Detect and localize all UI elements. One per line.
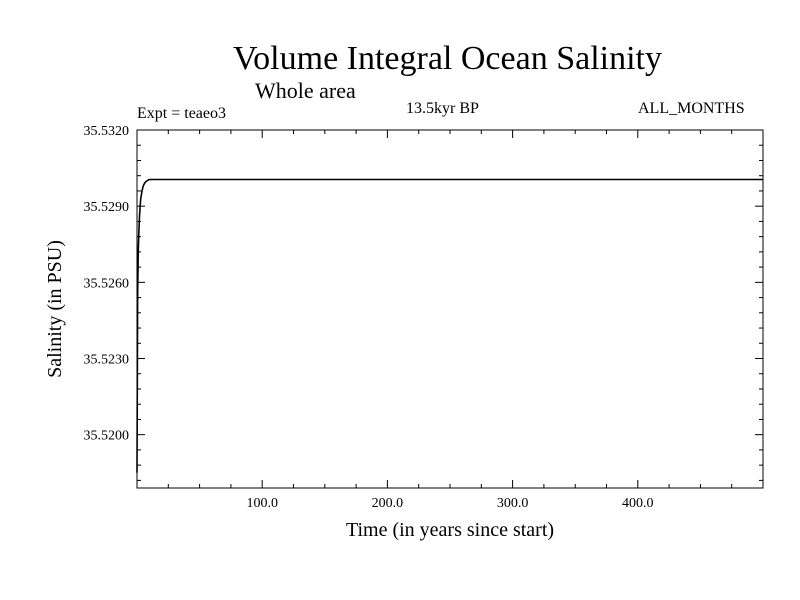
chart-subtitle: Whole area: [255, 78, 356, 103]
y-tick-label: 35.5260: [84, 276, 130, 291]
x-tick-label: 200.0: [372, 496, 404, 511]
series-line-0: [136, 178, 763, 473]
y-axis: 35.5200 35.5230 35.5260 35.5290 35.5320: [84, 124, 763, 444]
period-label: 13.5kyr BP: [406, 100, 479, 117]
months-label: ALL_MONTHS: [638, 100, 745, 117]
x-tick-label: 300.0: [497, 496, 529, 511]
y-tick-label: 35.5200: [84, 429, 130, 444]
x-axis-label: Time (in years since start): [346, 519, 554, 541]
y-tick-label: 35.5320: [84, 124, 130, 139]
chart-title: Volume Integral Ocean Salinity: [233, 40, 662, 77]
y-axis-label: Salinity (in PSU): [44, 240, 66, 378]
plot-frame: [136, 129, 764, 489]
x-tick-label: 400.0: [622, 496, 654, 511]
y-tick-label: 35.5290: [84, 200, 130, 215]
minor-ticks: [137, 130, 763, 488]
y-tick-label: 35.5230: [84, 353, 130, 368]
x-tick-label: 100.0: [246, 496, 278, 511]
x-axis: 100.0 200.0 300.0 400.0: [246, 130, 654, 511]
experiment-label: Expt = teaeo3: [137, 105, 226, 122]
series-layer: [136, 178, 763, 473]
